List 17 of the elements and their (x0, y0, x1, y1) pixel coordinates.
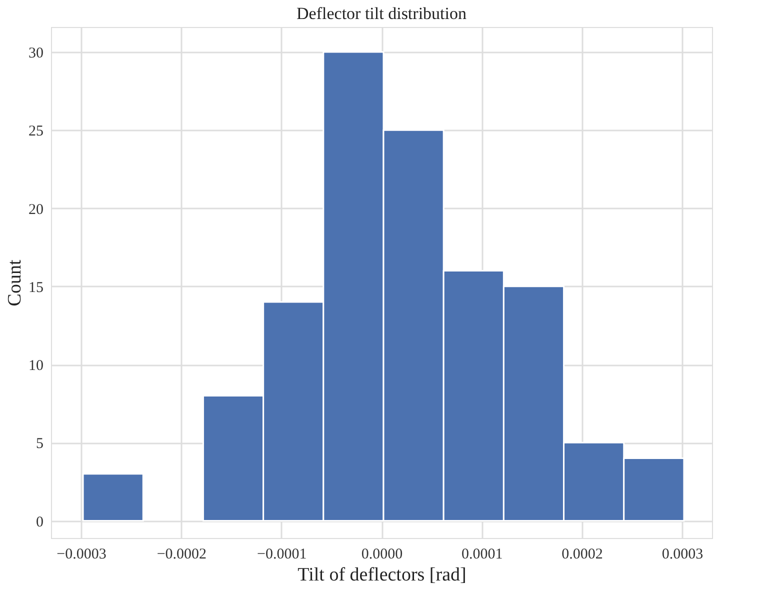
x-tick-label: −0.0003 (56, 546, 106, 562)
x-tick-label: 0.0001 (462, 546, 503, 562)
x-tick-label: −0.0001 (256, 546, 307, 562)
chart-title: Deflector tilt distribution (296, 4, 467, 23)
y-tick-label: 5 (36, 436, 44, 452)
x-tick-label: 0.0003 (662, 546, 704, 562)
x-tick-label: −0.0002 (156, 546, 207, 562)
y-tick-label: 25 (28, 124, 44, 140)
x-tick-label: 0.0000 (361, 546, 403, 562)
y-tick-label: 20 (28, 202, 44, 218)
x-axis-title: Tilt of deflectors [rad] (298, 564, 466, 586)
y-tick-label: 0 (36, 514, 44, 530)
y-tick-label: 15 (28, 280, 44, 296)
y-tick-label: 30 (28, 46, 44, 62)
y-tick-label: 10 (28, 358, 44, 374)
y-axis-title: Count (4, 259, 26, 306)
x-tick-label: 0.0002 (562, 546, 603, 562)
